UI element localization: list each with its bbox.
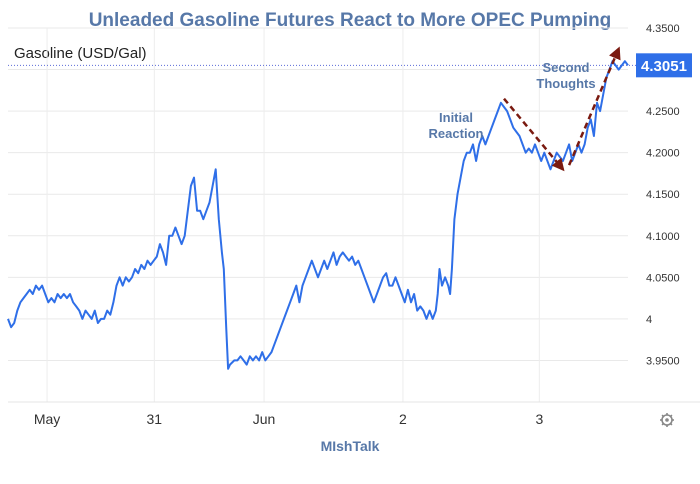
y-tick-label: 4.1500 xyxy=(646,189,680,201)
y-tick-label: 4.1000 xyxy=(646,231,680,243)
x-axis-ticks: May 31 Jun 2 3 xyxy=(34,411,544,427)
annotation-text: Second xyxy=(543,60,590,75)
grid-lines xyxy=(8,27,628,402)
y-tick-label: 4 xyxy=(646,314,652,326)
x-tick-label: 31 xyxy=(147,411,163,427)
annotation-text: Reaction xyxy=(429,126,484,141)
last-value-badge: 4.3051 xyxy=(636,53,692,78)
chart-title: Unleaded Gasoline Futures React to More … xyxy=(88,10,612,31)
annotation-arrow xyxy=(567,46,621,166)
y-tick-label: 4.0500 xyxy=(646,272,680,284)
last-value-badge-bg xyxy=(636,53,692,78)
x-tick-label: 3 xyxy=(535,411,543,427)
y-tick-label: 4.2500 xyxy=(646,106,680,118)
annotation-arrow xyxy=(503,97,565,172)
x-tick-label: 2 xyxy=(399,411,407,427)
last-value-badge-text: 4.3051 xyxy=(641,58,687,75)
footer-brand: MIshTalk xyxy=(320,438,380,454)
annotation-text: Initial xyxy=(439,110,473,125)
x-tick-label: May xyxy=(34,411,60,427)
line-chart[interactable]: 4.35004.30004.25004.20004.15004.10004.05… xyxy=(0,0,700,440)
y-tick-label: 4.3500 xyxy=(646,23,680,35)
annotation-text: Thoughts xyxy=(536,76,595,91)
y-axis-ticks: 4.35004.30004.25004.20004.15004.10004.05… xyxy=(646,23,680,367)
y-tick-label: 4.2000 xyxy=(646,148,680,160)
y-tick-label: 3.9500 xyxy=(646,355,680,367)
gear-icon[interactable] xyxy=(660,413,674,427)
x-tick-label: Jun xyxy=(253,411,276,427)
gasoline-price-line xyxy=(7,60,629,370)
